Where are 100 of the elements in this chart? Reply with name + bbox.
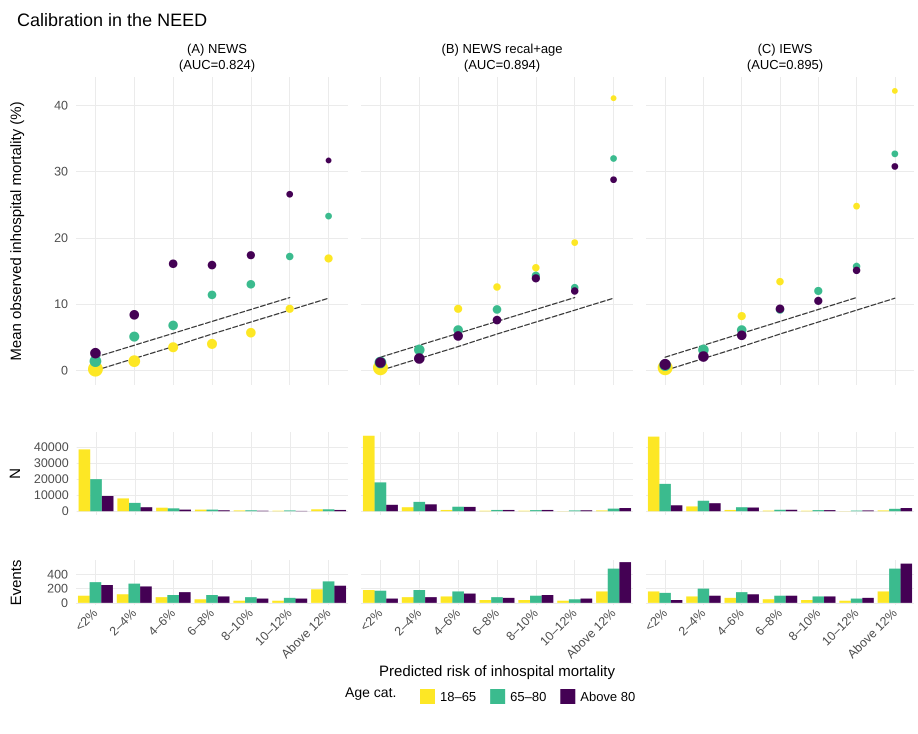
y-tick-label: 30 <box>54 164 68 179</box>
bar <box>128 502 141 512</box>
bar <box>709 503 721 512</box>
y-tick-label: 10000 <box>34 488 69 502</box>
bar <box>296 598 308 603</box>
bar <box>480 600 492 603</box>
bar <box>747 508 759 512</box>
y-axis-title: Events <box>8 560 25 606</box>
bar <box>619 562 632 603</box>
bar <box>736 592 748 603</box>
bar <box>502 598 514 603</box>
bar <box>862 598 874 603</box>
y-tick-label: 40 <box>54 98 68 112</box>
bar <box>413 590 426 603</box>
bar <box>386 504 398 512</box>
bar <box>117 498 129 512</box>
bar <box>568 599 581 603</box>
x-axis-title: Predicted risk of inhospital mortality <box>379 662 616 680</box>
y-tick-label: 30000 <box>34 456 69 470</box>
legend-label: Above 80 <box>580 689 636 704</box>
chart-subtitle: (AUC=0.895) <box>746 57 824 72</box>
bar <box>736 507 748 512</box>
bar <box>425 504 437 512</box>
y-tick-label: 20 <box>54 230 68 245</box>
y-axis-title: N <box>7 468 24 479</box>
bar <box>256 598 268 603</box>
bar <box>824 596 836 603</box>
y-tick-label: 0 <box>62 504 69 518</box>
y-tick-label: 200 <box>47 582 68 596</box>
x-tick-label: <2% <box>72 606 100 634</box>
bar <box>542 595 554 603</box>
bar <box>619 508 632 512</box>
bar <box>889 568 901 603</box>
y-tick-label: 10 <box>54 297 68 312</box>
bar <box>140 586 152 603</box>
bar <box>709 596 721 603</box>
bar <box>102 496 114 512</box>
bar <box>128 584 140 603</box>
legend-label: 18–65 <box>440 689 476 704</box>
bar <box>900 564 912 603</box>
bar <box>156 597 168 603</box>
bar <box>386 598 398 603</box>
bar <box>580 598 592 603</box>
bar <box>608 568 620 603</box>
bar <box>670 600 682 603</box>
bar <box>878 591 890 603</box>
x-tick-label: <2% <box>358 606 386 634</box>
chart-title: (C) IEWS <box>758 41 813 56</box>
bar <box>464 506 476 512</box>
bar <box>78 449 90 512</box>
bar <box>116 594 128 603</box>
bar <box>812 596 824 603</box>
y-tick-label: 20000 <box>34 472 69 486</box>
bar <box>596 591 608 603</box>
text: Calibration in the NEED <box>17 10 208 30</box>
bar <box>801 600 813 603</box>
bar <box>194 599 206 603</box>
y-axis-title: Mean observed inhospital mortality (%) <box>8 101 25 361</box>
bar <box>762 599 774 603</box>
bar <box>900 508 912 512</box>
bar <box>374 482 386 512</box>
bar <box>78 596 90 603</box>
bar <box>374 590 386 603</box>
bar <box>413 502 426 512</box>
x-tick-label: <2% <box>642 606 670 634</box>
bar <box>464 594 476 603</box>
bar <box>786 596 798 603</box>
bar <box>311 589 323 603</box>
y-tick-label: 0 <box>61 596 68 610</box>
bar <box>518 600 530 603</box>
bar <box>90 582 102 603</box>
chart-subtitle: (AUC=0.824) <box>178 57 256 72</box>
legend-title: Age cat. <box>345 684 396 700</box>
bar <box>334 586 346 603</box>
bar <box>648 591 660 603</box>
y-tick-label: 400 <box>47 567 68 582</box>
bar <box>452 506 464 512</box>
chart-subtitle: (AUC=0.894) <box>464 57 540 72</box>
bar <box>659 592 671 603</box>
bar <box>686 596 698 603</box>
bar <box>850 598 862 603</box>
bar <box>362 436 375 512</box>
bar <box>140 507 152 512</box>
bar <box>659 484 671 512</box>
bar <box>530 596 542 603</box>
y-tick-label: 0 <box>61 363 68 378</box>
legend-label: 65–80 <box>510 689 546 704</box>
bar <box>101 585 113 603</box>
bar <box>608 508 620 512</box>
bar <box>747 594 759 603</box>
bar <box>686 506 698 512</box>
y-tick-label: 40000 <box>34 440 69 454</box>
bar <box>402 507 414 512</box>
bar <box>206 595 218 603</box>
chart-title: (A) NEWS <box>187 41 248 56</box>
chart-title: (B) NEWS recal+age <box>441 41 563 56</box>
bar <box>178 592 191 603</box>
bar <box>156 508 168 512</box>
bar <box>670 505 682 512</box>
bar <box>698 500 710 512</box>
